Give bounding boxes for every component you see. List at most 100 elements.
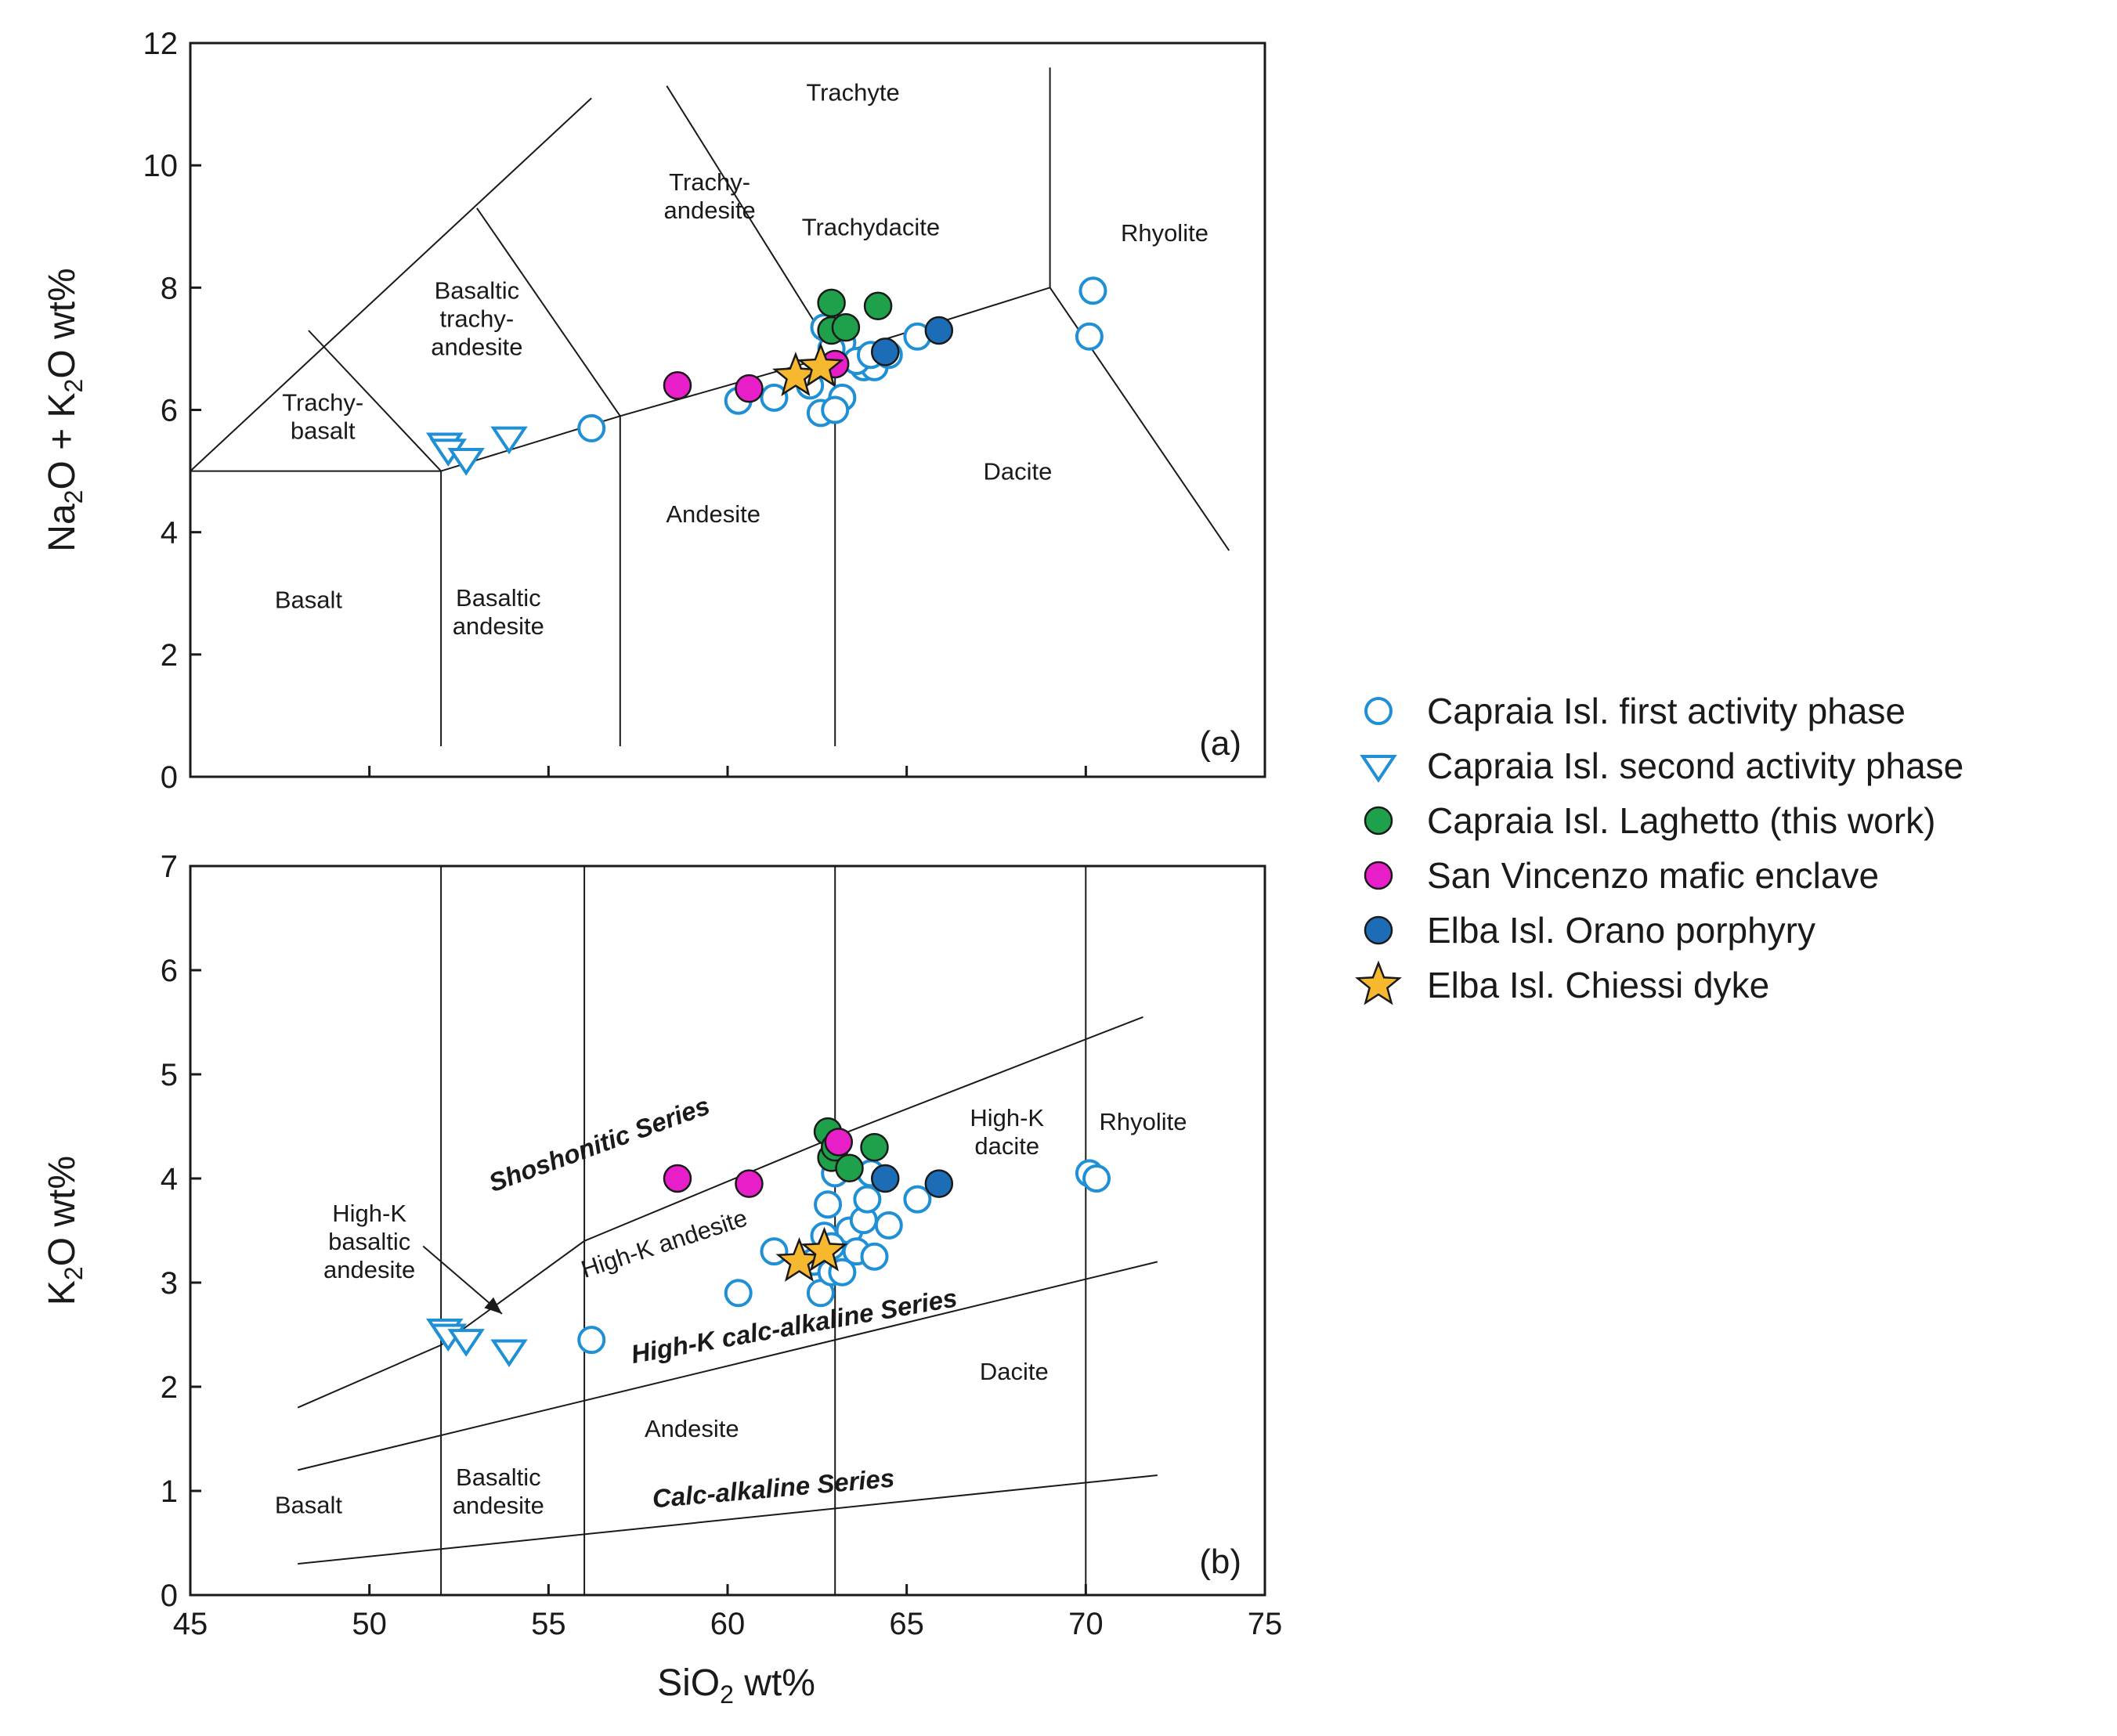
blue-circle-icon: [1364, 915, 1393, 945]
panel-a-data-point: [1075, 322, 1104, 351]
panel-b-field-label-line: High-K: [970, 1104, 1044, 1131]
panel-a-field-label: Trachydacite: [802, 213, 940, 240]
panel-a-field-label: Trachy-andesite: [664, 168, 756, 224]
panel-b-data-point: [860, 1242, 889, 1271]
legend-label: Elba Isl. Chiessi dyke: [1427, 965, 1769, 1005]
panel-a-data-point: [760, 383, 789, 412]
legend-item-capraia_second: Capraia Isl. second activity phase: [1360, 745, 1963, 786]
panel-b-y-tick-label: 1: [161, 1474, 178, 1509]
panel-b-x-tick-label: 55: [531, 1607, 566, 1641]
panel-b-series-chiessi: [775, 1226, 848, 1282]
panel-a-y-axis-title-part: Na: [42, 503, 83, 552]
panel-b-x-tick-label: 45: [173, 1607, 208, 1641]
panel-b-y-axis-title-part: K: [42, 1280, 83, 1305]
panel-b-field-label: Basalt: [275, 1491, 343, 1518]
legend-label: Capraia Isl. second activity phase: [1427, 745, 1963, 786]
panel-a-field-label: Basalt: [275, 586, 343, 614]
panel-b-y-tick-label: 0: [161, 1579, 178, 1613]
x-axis-title: SiO2 wt%: [657, 1662, 815, 1709]
panel-a-data-point: [490, 426, 528, 455]
panel-b-field-label-line: andesite: [453, 1492, 544, 1519]
panel-b-series-label: High-K andesite: [578, 1204, 751, 1283]
panel-b-y-tick-label: 4: [161, 1162, 178, 1196]
panel-a-data-point: [924, 316, 954, 345]
panel-b-boundaries: [297, 866, 1158, 1595]
panel-a-y-axis-title-part: 2: [60, 490, 88, 504]
panel-a-field-label: Trachyte: [806, 78, 899, 106]
panel-a-field-label-line: Basaltic: [456, 584, 541, 612]
panel-a-y-tick-label: 4: [161, 516, 178, 550]
panel-b-field-label-line: Dacite: [980, 1358, 1049, 1385]
panel-b-field-label: Basaltic andesite: [453, 1464, 544, 1519]
panel-a-field-label-line: Dacite: [984, 458, 1053, 485]
panel-b-x-tick-label: 75: [1248, 1607, 1283, 1641]
panel-a-data-point: [447, 447, 485, 476]
panel-b-series-capraia_second: [425, 1318, 528, 1368]
panel-a-tas-diagram: 0 2 4 6 8 10 12 Trachyte Trachy-andesite Trachyda…: [42, 27, 1266, 795]
panel-a-data-point: [831, 312, 861, 342]
panel-b-field-label-line: Rhyolite: [1100, 1108, 1187, 1135]
panel-b-arrow-head: [484, 1297, 502, 1314]
panel-a-field-label: Trachy-basalt: [282, 388, 363, 444]
panel-a-field-label: Andesite: [666, 500, 760, 528]
panel-b-data-point: [1082, 1164, 1111, 1193]
panel-b-field-label-line: basaltic: [328, 1228, 410, 1255]
panel-a-data-point: [817, 288, 846, 318]
panel-b-data-point: [903, 1185, 932, 1214]
panel-a-field-label-line: Basalt: [275, 586, 343, 614]
open-circle-icon: [1364, 697, 1393, 725]
panel-b-x-tick-label: 50: [352, 1607, 387, 1641]
panel-a-field-label: Dacite: [984, 458, 1053, 485]
panel-a-y-axis-title-part: O wt%: [42, 268, 83, 378]
panel-a-data-point: [821, 395, 850, 424]
panel-a-boundary-line: [440, 67, 1051, 746]
panel-a-data-point: [577, 413, 606, 442]
magenta-circle-icon: [1364, 861, 1393, 890]
panel-a-field-label-line: Trachyte: [806, 78, 899, 106]
panel-a-field-label-line: Trachydacite: [802, 213, 940, 240]
panel-a-tag: (a): [1199, 724, 1241, 763]
panel-b-data-point: [874, 1211, 903, 1240]
panel-b-series-san_vincenzo: [663, 1128, 854, 1198]
panel-b-data-point: [735, 1169, 764, 1198]
panel-b-field-label-line: Basaltic: [456, 1464, 541, 1491]
panel-b-data-point: [760, 1237, 789, 1266]
panel-a-data-point: [797, 342, 844, 388]
panel-a-boundaries: [190, 67, 1230, 746]
panel-a-data-point: [1078, 276, 1107, 305]
panel-a-field-label-line: Basaltic: [435, 276, 520, 304]
panel-b-data-point: [835, 1153, 864, 1182]
legend: Capraia Isl. first activity phase Capraia…: [1355, 691, 1963, 1005]
legend-item-orano: Elba Isl. Orano porphyry: [1364, 910, 1815, 951]
panel-a-series-orano: [870, 316, 954, 366]
panel-b-arrow-line: [422, 1245, 503, 1315]
panel-b-field-label-line: Andesite: [645, 1415, 739, 1442]
panel-b-tag: (b): [1199, 1543, 1241, 1581]
panel-b-y-axis-title-part: 2: [60, 1266, 88, 1280]
legend-item-capraia_first: Capraia Isl. first activity phase: [1364, 691, 1906, 731]
panel-a-boundary-line: [308, 330, 442, 472]
legend-item-laghetto: Capraia Isl. Laghetto (this work): [1364, 800, 1935, 841]
panel-b-field-label: Dacite: [980, 1358, 1049, 1385]
panel-b-x-ticks: 45 50 55 60 65 70 75: [173, 1584, 1283, 1641]
legend-label: San Vincenzo mafic enclave: [1427, 855, 1879, 896]
panel-a-field-label-line: andesite: [664, 197, 756, 224]
legend-label: Capraia Isl. Laghetto (this work): [1427, 800, 1935, 841]
panel-b-data-point: [853, 1185, 882, 1214]
panel-b-x-tick-label: 65: [889, 1607, 924, 1641]
panel-a-series-laghetto: [817, 288, 893, 345]
panel-b-data-point: [800, 1226, 848, 1272]
panel-b-data-point: [870, 1164, 900, 1193]
open-triangle-icon: [1360, 755, 1397, 783]
panel-b-y-tick-label: 3: [161, 1266, 178, 1301]
panel-a-field-label-line: Trachy-: [282, 388, 363, 416]
panel-a-data-point: [735, 374, 764, 403]
panel-a-y-tick-label: 12: [143, 27, 179, 61]
panel-a-data-point: [870, 337, 900, 366]
panel-a-data-point: [863, 291, 893, 321]
panel-a-boundary-line: [190, 97, 592, 472]
panel-a-series-capraia_second: [425, 426, 528, 476]
panel-a-y-tick-label: 8: [161, 271, 178, 305]
panel-b-series-label: High-K calc-alkaline Series: [629, 1283, 959, 1369]
legend-label: Elba Isl. Orano porphyry: [1427, 910, 1815, 951]
